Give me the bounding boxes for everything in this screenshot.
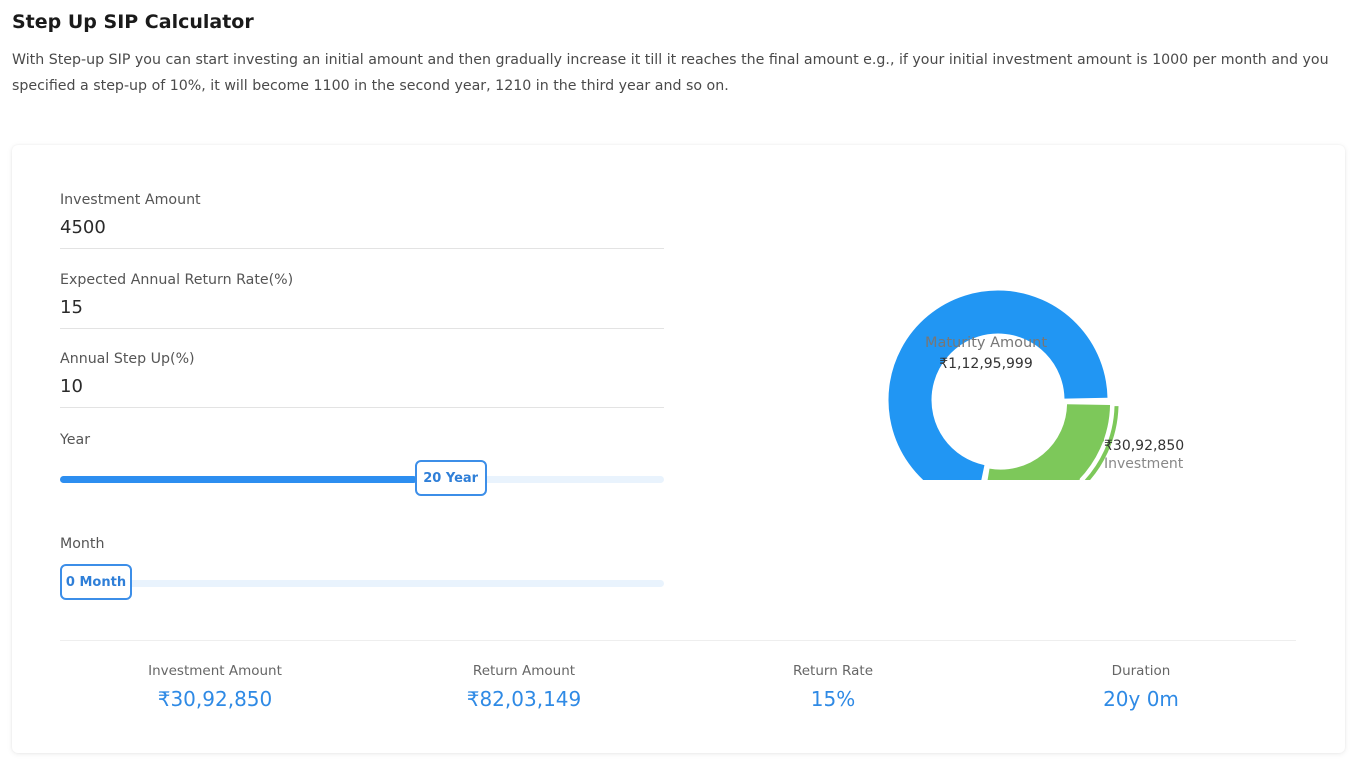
summary-investment-amount-value: ₹30,92,850 bbox=[157, 687, 273, 711]
maturity-donut-chart: Maturity Amount ₹1,12,95,999 ₹30,92,850 … bbox=[872, 230, 1222, 480]
investment-amount-label: Investment Amount bbox=[60, 192, 201, 208]
page-description: With Step-up SIP you can start investing… bbox=[12, 52, 1329, 94]
year-slider-thumb[interactable]: 20 Year bbox=[414, 460, 487, 496]
summary-investment-amount-label: Investment Amount bbox=[148, 663, 282, 679]
return-rate-field: Expected Annual Return Rate(%) bbox=[60, 270, 664, 329]
month-slider-thumb[interactable]: 0 Month bbox=[60, 564, 132, 600]
step-up-field: Annual Step Up(%) bbox=[60, 349, 664, 408]
returns-arc[interactable] bbox=[888, 290, 1108, 480]
investment-arc[interactable] bbox=[986, 403, 1111, 480]
investment-callout-dot bbox=[1100, 438, 1104, 442]
return-rate-label: Expected Annual Return Rate(%) bbox=[60, 272, 294, 288]
step-up-label: Annual Step Up(%) bbox=[60, 351, 195, 367]
summary-investment-amount: Investment Amount ₹30,92,850 bbox=[105, 661, 325, 715]
month-slider-label: Month bbox=[60, 536, 105, 552]
summary-return-amount-label: Return Amount bbox=[472, 663, 576, 679]
investment-amount-field: Investment Amount bbox=[60, 190, 664, 249]
summary-return-amount-value: ₹82,03,149 bbox=[466, 687, 582, 711]
investment-callout-label: Investment bbox=[1104, 456, 1184, 472]
donut-svg bbox=[888, 290, 1119, 480]
investment-arc-highlight bbox=[1084, 406, 1119, 480]
summary-return-rate-label: Return Rate bbox=[792, 663, 874, 679]
return-rate-input[interactable] bbox=[60, 294, 664, 322]
investment-amount-input[interactable] bbox=[60, 214, 664, 242]
summary-divider bbox=[60, 640, 1296, 641]
month-slider[interactable]: 0 Month bbox=[60, 564, 664, 600]
page-title: Step Up SIP Calculator bbox=[12, 11, 254, 33]
maturity-amount-value: ₹1,12,95,999 bbox=[939, 356, 1033, 372]
year-slider-fill bbox=[60, 476, 417, 483]
maturity-amount-label: Maturity Amount bbox=[924, 335, 1048, 351]
investment-callout-value: ₹30,92,850 bbox=[1104, 438, 1185, 454]
summary-return-amount: Return Amount ₹82,03,149 bbox=[414, 661, 634, 715]
summary-duration-label: Duration bbox=[1111, 663, 1171, 679]
investment-callout-line bbox=[1078, 439, 1100, 480]
calculator-card: Investment Amount Expected Annual Return… bbox=[12, 145, 1345, 753]
summary-duration-value: 20y 0m bbox=[1103, 687, 1179, 711]
year-slider-label: Year bbox=[60, 432, 91, 448]
summary-return-rate: Return Rate 15% bbox=[723, 661, 943, 715]
summary-duration: Duration 20y 0m bbox=[1031, 661, 1251, 715]
year-slider[interactable]: 20 Year bbox=[60, 460, 664, 496]
summary-return-rate-value: 15% bbox=[810, 687, 856, 711]
step-up-input[interactable] bbox=[60, 373, 664, 401]
